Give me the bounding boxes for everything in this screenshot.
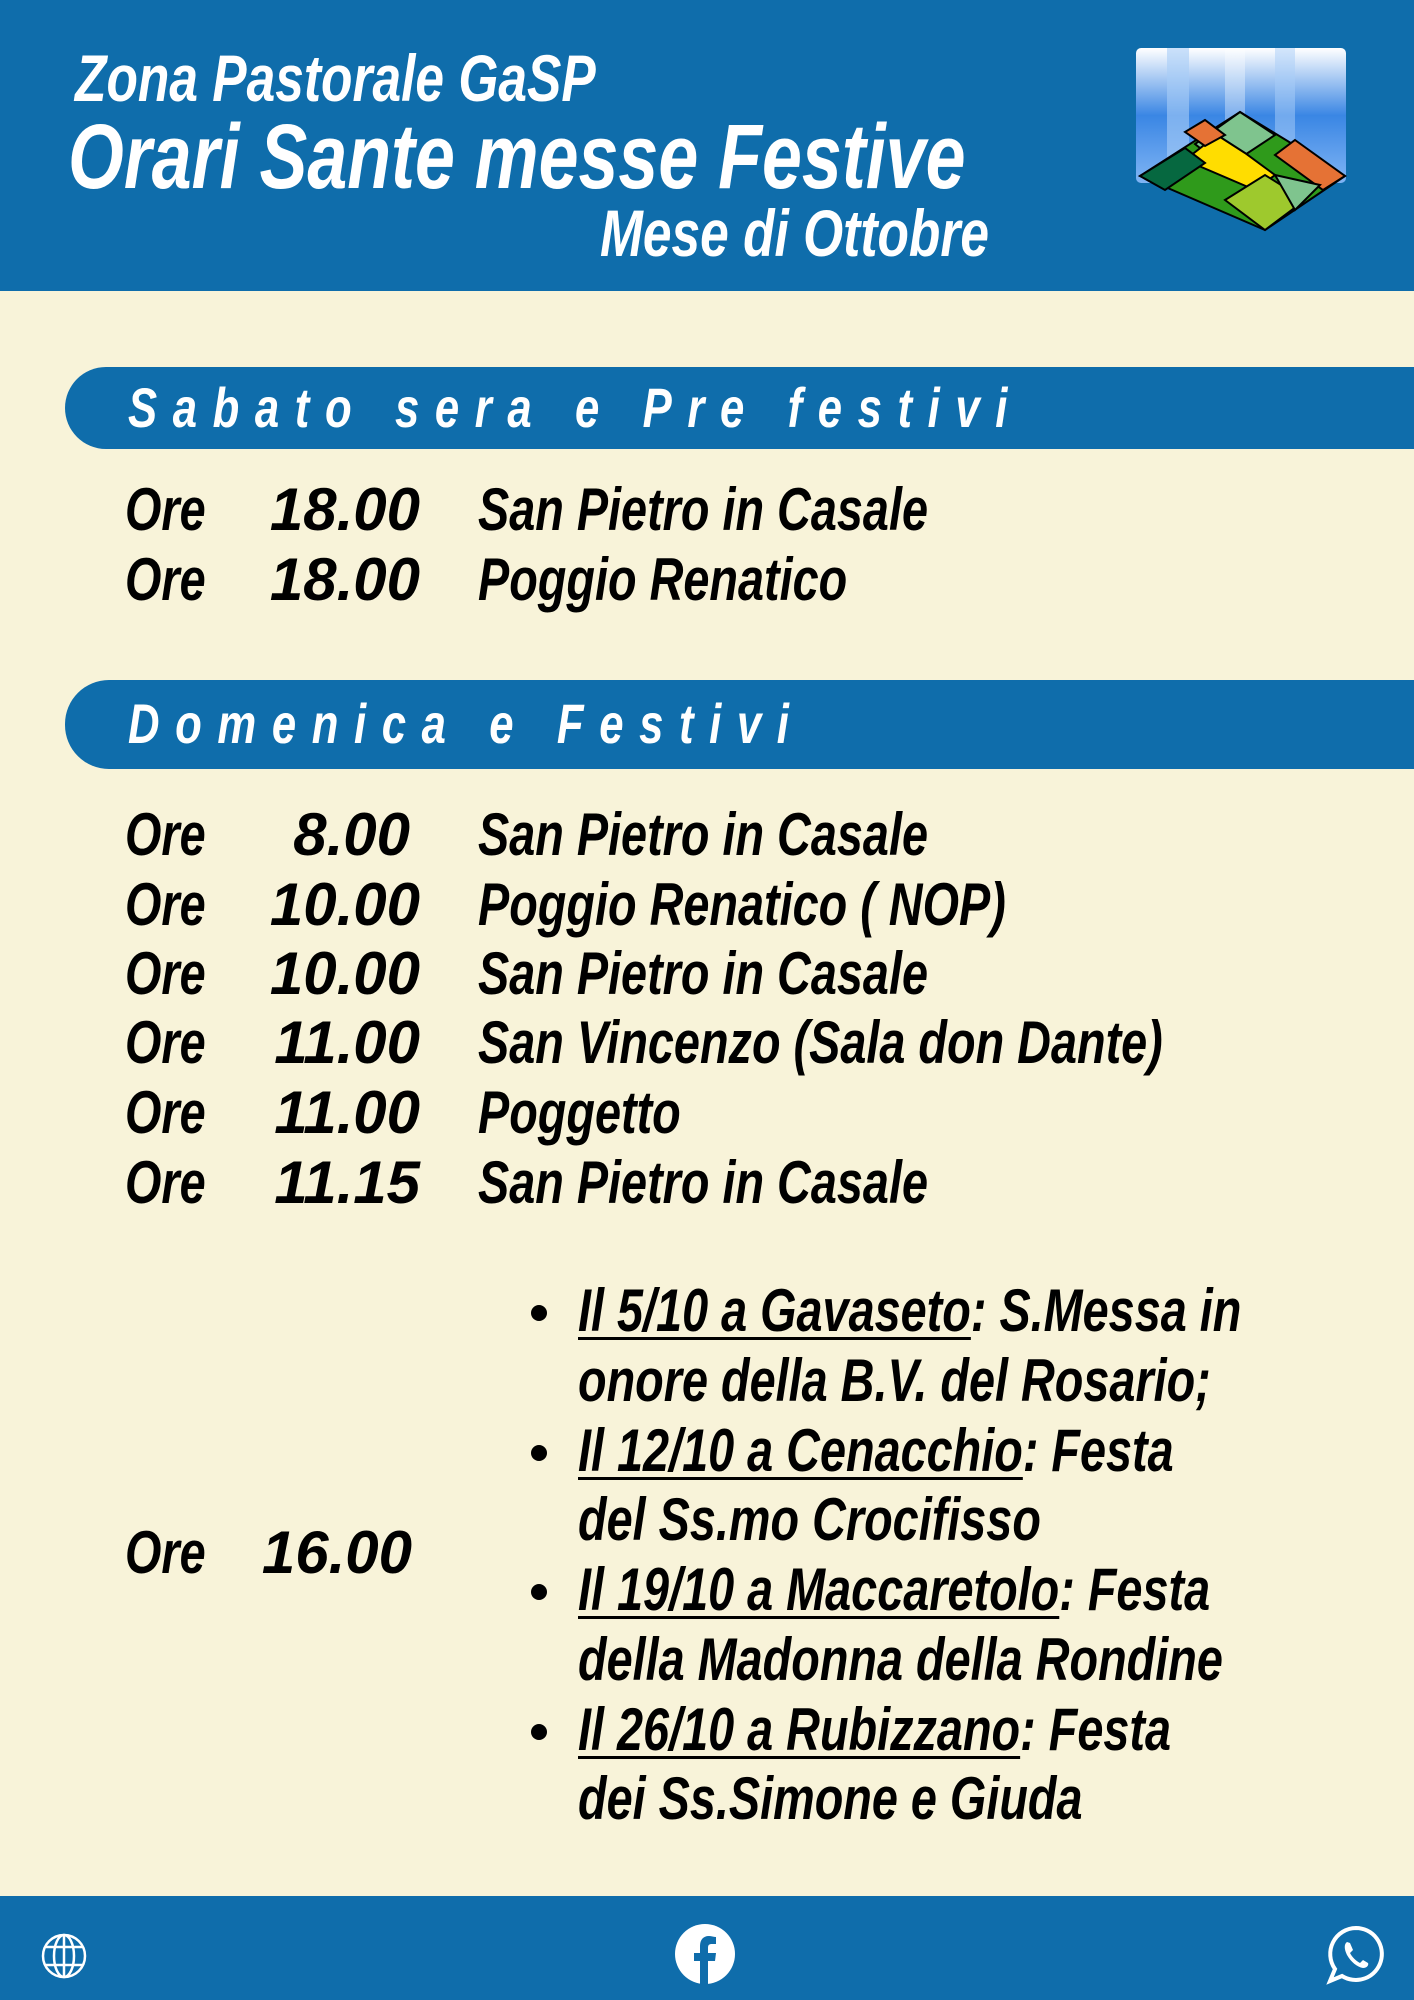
mass-time: 8.00	[293, 801, 410, 868]
page-title: Orari Sante messe Festive	[68, 106, 966, 208]
section-title: Domenica e Festivi	[128, 692, 805, 755]
special-item-line: della Madonna della Rondine	[578, 1626, 1223, 1693]
mass-time: 10.00	[269, 871, 420, 938]
zone-title: Zona Pastorale GaSP	[75, 41, 596, 115]
section-bar-domenica: Domenica e Festivi	[65, 680, 1414, 769]
month-subtitle: Mese di Ottobre	[600, 196, 990, 270]
ore-label: Ore	[125, 1079, 206, 1146]
special-item-text: : Festa	[1022, 1417, 1174, 1484]
zone-logo	[1136, 48, 1347, 232]
special-item-link: Il 5/10 a Gavaseto	[578, 1277, 971, 1344]
ore-label: Ore	[125, 871, 206, 938]
section-bar-sabato: Sabato sera e Pre festivi	[65, 367, 1414, 449]
mass-place: Poggio Renatico ( NOP)	[478, 871, 1006, 938]
mass-time: 10.00	[269, 940, 420, 1007]
mass-time: 16.00	[261, 1519, 412, 1586]
special-item-link: Il 12/10 a Cenacchio	[578, 1417, 1023, 1484]
whatsapp-icon[interactable]	[1325, 1924, 1387, 1986]
mass-time: 11.15	[274, 1149, 420, 1216]
ore-label: Ore	[125, 801, 206, 868]
bullet-icon	[531, 1584, 547, 1600]
special-item-line: Il 12/10 a Cenacchio: Festa	[578, 1421, 1174, 1481]
special-item-text: : Festa	[1059, 1556, 1211, 1623]
special-item-line: del Ss.mo Crocifisso	[578, 1486, 1041, 1553]
bullet-icon	[531, 1445, 547, 1461]
header: Zona Pastorale GaSP Orari Sante messe Fe…	[0, 0, 1414, 291]
ore-label: Ore	[125, 1519, 206, 1586]
footer	[0, 1896, 1414, 2000]
ore-label: Ore	[125, 546, 206, 613]
facebook-icon[interactable]	[675, 1924, 735, 1984]
special-item-text: : S.Messa in	[970, 1277, 1242, 1344]
special-item-link: Il 19/10 a Maccaretolo	[578, 1556, 1060, 1623]
special-item-line: dei Ss.Simone e Giuda	[578, 1765, 1083, 1832]
mass-time: 18.00	[269, 476, 420, 543]
mass-place: San Pietro in Casale	[478, 801, 928, 868]
globe-icon[interactable]	[40, 1932, 88, 1980]
special-item-text: : Festa	[1020, 1696, 1171, 1763]
mass-place: San Pietro in Casale	[478, 940, 928, 1007]
special-item-link: Il 26/10 a Rubizzano	[578, 1696, 1021, 1763]
mass-place: San Pietro in Casale	[478, 1149, 928, 1216]
special-item-line: Il 19/10 a Maccaretolo: Festa	[578, 1560, 1210, 1620]
mass-place: San Pietro in Casale	[478, 476, 928, 543]
mass-time: 18.00	[269, 546, 420, 613]
mass-time: 11.00	[274, 1079, 420, 1146]
ore-label: Ore	[125, 476, 206, 543]
special-item-line: onore della B.V. del Rosario;	[578, 1347, 1211, 1414]
bullet-icon	[531, 1724, 547, 1740]
mass-place: Poggetto	[478, 1079, 681, 1146]
special-item-line: Il 26/10 a Rubizzano: Festa	[578, 1700, 1171, 1760]
mass-place: Poggio Renatico	[478, 546, 848, 613]
mass-time: 11.00	[274, 1009, 420, 1076]
bullet-icon	[531, 1305, 547, 1321]
section-title: Sabato sera e Pre festivi	[128, 376, 1024, 439]
ore-label: Ore	[125, 1009, 206, 1076]
special-item-line: Il 5/10 a Gavaseto: S.Messa in	[578, 1281, 1241, 1341]
ore-label: Ore	[125, 940, 206, 1007]
ore-label: Ore	[125, 1149, 206, 1216]
mass-place: San Vincenzo (Sala don Dante)	[478, 1009, 1163, 1076]
